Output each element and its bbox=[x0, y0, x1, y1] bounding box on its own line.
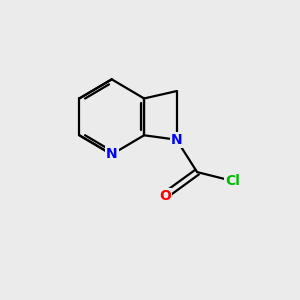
Text: O: O bbox=[159, 189, 171, 202]
Text: N: N bbox=[171, 133, 182, 147]
Text: N: N bbox=[106, 147, 118, 161]
Text: Cl: Cl bbox=[225, 174, 240, 188]
